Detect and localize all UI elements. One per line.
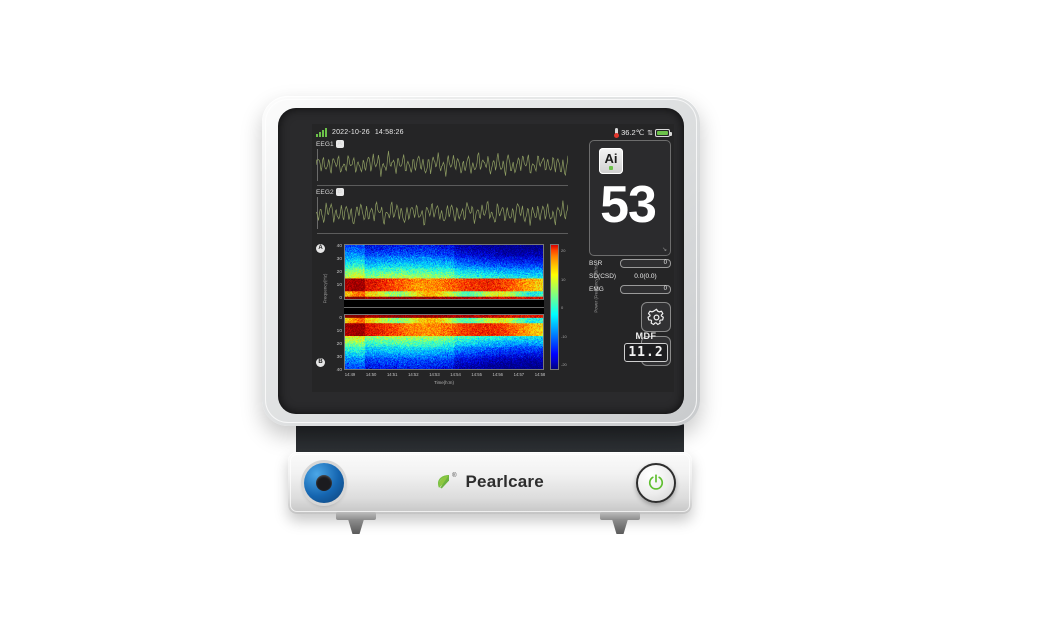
spectrogram-y-ticks: 40 30 20 10 0 0 10 20 30 40 — [330, 244, 342, 373]
colorbar-gradient — [551, 245, 558, 369]
ai-badge-text: Ai — [604, 151, 618, 166]
rotary-knob[interactable] — [304, 463, 344, 503]
spectrogram-channel-a-badge: A — [316, 244, 325, 253]
x-tick-label: 14:58 — [534, 372, 546, 377]
colorbar-tick-label: 10 — [561, 276, 566, 282]
signal-bars-icon — [316, 128, 327, 137]
y-tick-label: 30 — [336, 355, 342, 360]
mdf-readout[interactable]: MDF 11.2 — [624, 331, 668, 362]
brand-name: Pearlcare — [465, 472, 544, 491]
y-tick-label: 20 — [336, 342, 342, 347]
y-tick-label: 40 — [336, 368, 342, 373]
y-tick-label: 40 — [336, 244, 342, 249]
eeg2-baseline — [317, 233, 568, 234]
channel-badge-icon: B — [335, 188, 344, 196]
parameter-label: SD(CSD) — [589, 273, 617, 280]
mdf-value: 11.2 — [624, 343, 668, 362]
parameter-value: 0 — [663, 286, 667, 292]
eeg1-tag: EEG1 A — [316, 140, 344, 148]
status-time: 14:58:26 — [374, 129, 404, 136]
status-date: 2022-10-26 — [332, 129, 370, 136]
colorbar-tick-label: 20 — [561, 248, 566, 253]
y-tick-label: 0 — [339, 296, 342, 301]
x-tick-label: 14:52 — [408, 372, 419, 377]
status-bar: 2022-10-26 14:58:26 36.2℃ ⇅ — [316, 126, 672, 139]
x-tick-label: 14:49 — [344, 372, 356, 377]
eeg1-axis — [317, 149, 318, 181]
battery-icon — [655, 128, 672, 137]
x-tick-label: 14:53 — [429, 372, 440, 377]
stand-leg-left — [336, 512, 376, 534]
status-right-group: 36.2℃ ⇅ — [614, 127, 672, 138]
eeg-channel-1: EEG1 A — [316, 140, 568, 186]
up-down-arrows-icon: ⇅ — [647, 129, 653, 137]
y-tick-label: 10 — [336, 283, 342, 288]
ai-index-card[interactable]: Ai 53 ↘ — [589, 140, 671, 256]
x-tick-label: 14:56 — [492, 372, 504, 377]
eeg2-tag: EEG2 B — [316, 188, 344, 196]
spectrogram-x-ticks: 14:49 14:50 14:51 14:52 14:53 14:54 14:55 14:56… — [344, 372, 546, 380]
gear-icon — [646, 308, 664, 325]
colorbar-tick-label: -10 — [561, 333, 567, 339]
colorbar-tick-label: -20 — [561, 362, 567, 367]
colorbar-tick-label: 0 — [561, 305, 564, 310]
power-icon — [648, 474, 664, 490]
parameter-row-bsr[interactable]: BSR 0 — [589, 258, 671, 269]
mdf-label: MDF — [635, 331, 657, 341]
registered-mark: ® — [452, 473, 457, 479]
resize-corner-icon: ↘ — [661, 247, 667, 253]
spectrogram-channel-b-badge: B — [316, 358, 325, 367]
parameter-panel: Ai 53 ↘ BSR 0 SD(CSD) 0.0(0.0) EMG 0 — [589, 140, 671, 366]
y-tick-label: 10 — [336, 329, 342, 334]
parameter-bar: 0 — [620, 285, 671, 294]
parameter-value: 0.0(0.0) — [634, 273, 657, 280]
colorbar — [550, 244, 559, 370]
parameter-label: BSR — [589, 260, 603, 267]
eeg1-trace — [316, 150, 568, 177]
eeg2-trace — [316, 200, 568, 226]
eeg-waveform-area: EEG1 A EEG2 B — [316, 140, 568, 236]
settings-button[interactable] — [641, 302, 671, 332]
brand-logo: ® Pearlcare — [288, 472, 692, 492]
x-tick-label: 14:57 — [513, 372, 525, 377]
eeg-channel-2: EEG2 B — [316, 188, 568, 234]
x-tick-label: 14:51 — [386, 372, 398, 377]
stand-leg-right — [600, 512, 640, 534]
spectrogram-y-axis-label: Frequency(Hz) — [322, 273, 328, 304]
parameter-row-emg[interactable]: EMG 0 — [589, 284, 671, 295]
parameter-label: EMG — [589, 286, 604, 293]
channel-badge-icon: A — [335, 140, 344, 148]
eeg1-baseline — [317, 185, 568, 186]
leaf-icon — [436, 474, 451, 490]
thermometer-icon — [614, 127, 620, 138]
ai-index-value: 53 — [600, 176, 657, 234]
status-temperature: 36.2℃ — [621, 128, 645, 137]
spectrogram-area: A B Frequency(Hz) 40 30 20 10 0 0 10 20 30 40 14:… — [316, 242, 599, 388]
colorbar-ticks: 20 10 0 -10 -20 — [561, 242, 575, 372]
parameter-row-sd-csd[interactable]: SD(CSD) 0.0(0.0) — [589, 271, 671, 282]
x-tick-label: 14:50 — [365, 372, 377, 377]
spectrogram-canvas — [344, 244, 544, 370]
parameter-bar: 0 — [620, 259, 671, 268]
eeg2-label: EEG2 — [316, 188, 334, 196]
y-tick-label: 20 — [336, 270, 342, 275]
device-base: ® Pearlcare — [288, 452, 692, 514]
spectrogram-x-axis-label: Time(h:m) — [434, 380, 454, 385]
x-tick-label: 14:54 — [450, 372, 461, 377]
parameter-value: 0 — [663, 260, 667, 266]
x-tick-label: 14:55 — [471, 372, 482, 377]
y-tick-label: 0 — [339, 316, 342, 321]
power-button[interactable] — [636, 463, 676, 503]
ai-badge-icon: Ai — [599, 148, 623, 174]
y-tick-label: 30 — [336, 257, 342, 262]
eeg2-axis — [317, 197, 318, 229]
lcd-screen: 2022-10-26 14:58:26 36.2℃ ⇅ EEG1 A — [312, 124, 674, 392]
ai-status-dot-icon — [609, 166, 613, 170]
eeg1-label: EEG1 — [316, 140, 334, 148]
